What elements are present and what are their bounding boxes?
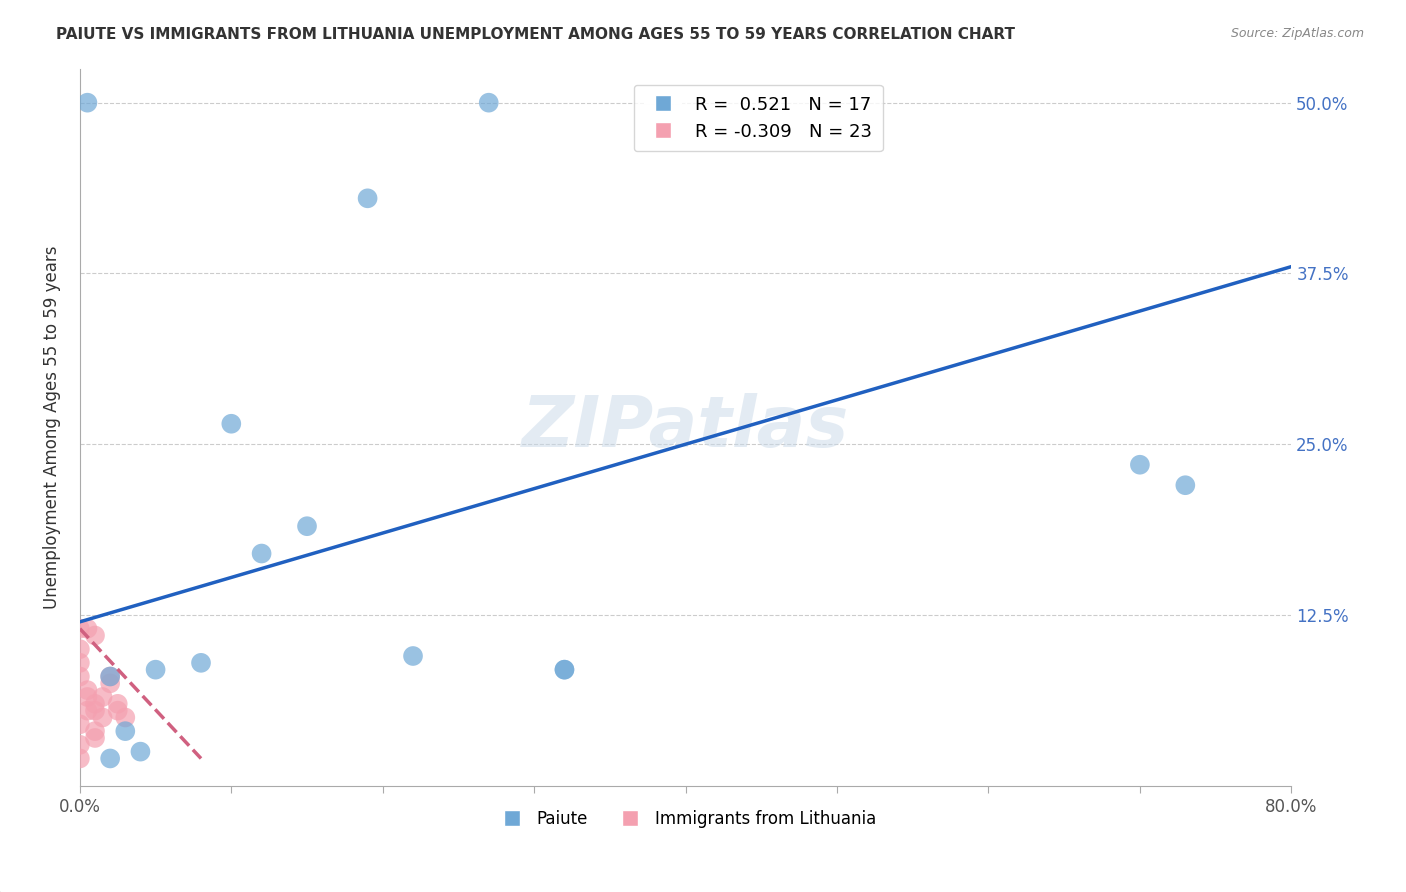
Point	[478, 95, 501, 110]
Point	[76, 690, 98, 704]
Point	[114, 710, 136, 724]
Point	[84, 704, 107, 718]
Point	[69, 669, 91, 683]
Point	[69, 717, 91, 731]
Point	[76, 95, 98, 110]
Point	[69, 622, 91, 636]
Y-axis label: Unemployment Among Ages 55 to 59 years: Unemployment Among Ages 55 to 59 years	[44, 245, 60, 609]
Point	[98, 669, 121, 683]
Text: Source: ZipAtlas.com: Source: ZipAtlas.com	[1230, 27, 1364, 40]
Point	[84, 697, 107, 711]
Point	[250, 547, 273, 561]
Point	[84, 731, 107, 745]
Point	[91, 710, 114, 724]
Point	[295, 519, 318, 533]
Point	[76, 704, 98, 718]
Point	[76, 683, 98, 698]
Point	[114, 724, 136, 739]
Point	[91, 690, 114, 704]
Point	[1129, 458, 1152, 472]
Point	[402, 648, 425, 663]
Point	[1174, 478, 1197, 492]
Point	[129, 745, 152, 759]
Point	[98, 751, 121, 765]
Point	[84, 628, 107, 642]
Point	[98, 669, 121, 683]
Point	[145, 663, 167, 677]
Point	[221, 417, 243, 431]
Point	[84, 724, 107, 739]
Text: ZIPatlas: ZIPatlas	[522, 392, 849, 462]
Point	[69, 656, 91, 670]
Point	[98, 676, 121, 690]
Point	[553, 663, 575, 677]
Point	[107, 697, 129, 711]
Point	[69, 738, 91, 752]
Point	[553, 663, 575, 677]
Text: PAIUTE VS IMMIGRANTS FROM LITHUANIA UNEMPLOYMENT AMONG AGES 55 TO 59 YEARS CORRE: PAIUTE VS IMMIGRANTS FROM LITHUANIA UNEM…	[56, 27, 1015, 42]
Point	[190, 656, 212, 670]
Point	[356, 191, 378, 205]
Point	[69, 642, 91, 657]
Point	[76, 622, 98, 636]
Point	[107, 704, 129, 718]
Legend: Paiute, Immigrants from Lithuania: Paiute, Immigrants from Lithuania	[488, 804, 883, 835]
Point	[69, 751, 91, 765]
